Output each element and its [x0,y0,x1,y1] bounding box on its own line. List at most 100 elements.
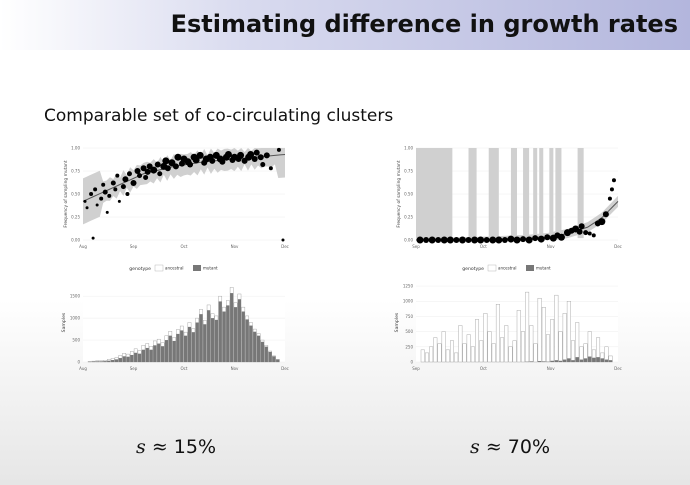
left-scatter-ytick-label: 0.50 [71,192,80,197]
left-scatter-point [107,193,112,198]
right-bar-mutant [575,357,579,362]
left-confidence-ribbon [83,148,285,225]
right-bar-mutant [592,357,596,362]
right-bar-ancestral [491,343,496,363]
right-bar-mutant [596,357,600,362]
right-scatter-xtick-label: Dec [614,244,622,249]
right-bar-ytick-label: 1250 [403,284,414,289]
left-bar-mutant [191,332,195,362]
left-scatter-point [237,151,245,159]
right-bar-ancestral [466,334,471,363]
left-scatter-ylabel: Frequency of sampling mutant [63,160,69,227]
right-bar-ancestral [550,319,555,363]
left-scatter-ytick-label: 1.00 [71,146,80,151]
right-bar-ancestral [546,334,550,363]
right-bar-mutant [567,358,571,362]
right-bar-mutant [542,361,546,362]
right-scatter-point [471,236,479,244]
right-bar-ancestral [475,319,480,363]
right-bar-xtick-label: Nov [547,366,555,371]
right-bar-mutant [550,360,554,362]
left-scatter-point [91,236,95,240]
left-scatter-point [102,189,108,195]
left-bar-mutant [264,346,268,362]
left-scatter-point [125,192,130,196]
right-bar-ancestral [470,346,475,363]
left-scatter-point [263,152,270,159]
left-scatter-xtick-label: Aug [79,244,87,249]
left-scatter-point [276,147,281,152]
left-scatter-point [110,180,116,186]
left-bar-mutant [95,361,99,362]
left-legend-title: genotype [129,266,151,272]
left-bar-mutant [149,349,153,362]
right-scatter-point [458,236,466,244]
left-bar-mutant [245,319,249,362]
left-scatter-point [281,238,285,242]
left-bar-mutant [237,299,242,362]
left-bar-xtick-label: Nov [231,366,239,371]
right-bar-ancestral [437,343,442,363]
left-scatter-point [260,162,266,168]
right-bar-ancestral [533,343,538,363]
right-scatter-xtick-label: Sep [412,244,420,249]
left-bar-mutant [241,311,245,362]
left-scatter-point [126,171,132,177]
right-ribbon-spike [416,148,453,239]
right-bar-mutant [537,361,542,362]
right-bar-xtick-label: Sep [412,366,420,371]
left-scatter-point [257,154,264,161]
left-scatter-point [99,196,104,201]
left-bar-mutant [130,354,134,362]
right-ribbon-spike [555,148,562,239]
left-bar-mutant [233,307,238,362]
left-scatter-point [115,173,120,178]
left-bar-mutant [276,359,280,362]
right-growth-estimate: s ≈ 70% [470,436,550,458]
left-bar-mutant [160,346,165,362]
right-bar-ancestral [487,331,492,363]
right-scatter-point [532,235,539,242]
right-bar-ancestral [454,352,459,363]
right-bar-ancestral [500,337,505,363]
left-bar-mutant [272,356,276,362]
right-bar-ancestral [445,349,450,363]
left-scatter-point [196,151,204,159]
right-legend-title: genotype [462,266,484,272]
right-bar-ancestral [483,313,488,363]
left-bar-mutant [268,351,272,362]
right-estimate-value: 70% [507,436,551,458]
right-ribbon-spike [577,148,584,239]
right-bar-mutant [562,359,567,362]
left-cluster-charts: 0.00 0.25 0.50 0.75 1.00 Aug Sep Oct Nov Dec Frequ… [61,146,289,372]
left-scatter-point [219,158,226,165]
left-bar-mutant [230,293,234,362]
right-bar-ancestral [520,331,525,363]
right-scatter-point [435,237,442,243]
left-bar-mutant [153,345,157,362]
left-bar-ylabel: Samples [61,312,67,332]
left-scatter-point [93,187,98,192]
right-bar-ancestral [575,322,580,363]
left-bar-xtick-label: Dec [281,366,289,371]
right-bar-mutant [604,359,609,362]
left-scatter-xtick-label: Nov [231,244,239,249]
right-scatter-point [501,237,508,243]
right-bar-ancestral [424,352,429,363]
left-scatter-point [150,166,158,174]
left-bar-mutant [118,358,122,362]
left-legend-label-mutant: mutant [203,266,218,271]
right-bar-ancestral [450,340,454,363]
left-bar-mutant [137,353,142,362]
left-scatter-point [143,174,149,180]
left-bar-mutant [226,305,230,362]
slide-title: Estimating difference in growth rates [170,10,678,38]
left-scatter-point [101,182,106,187]
left-legend-label-ancestral: ancestral [165,266,184,271]
left-scatter-point [140,165,147,172]
left-bar-mutant [168,335,172,362]
left-bar-mutant [176,333,180,362]
right-bar-ylabel: Samples [394,312,400,332]
right-bar-ancestral [495,304,500,363]
right-bar-ancestral [479,340,484,363]
